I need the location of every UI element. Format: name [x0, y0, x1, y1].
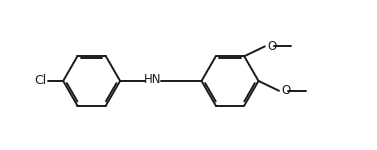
Text: O: O: [268, 40, 277, 53]
Text: O: O: [282, 84, 291, 97]
Text: Cl: Cl: [34, 74, 46, 87]
Text: HN: HN: [144, 73, 161, 86]
